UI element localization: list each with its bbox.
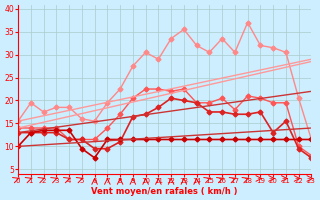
X-axis label: Vent moyen/en rafales ( km/h ): Vent moyen/en rafales ( km/h ) [92, 187, 238, 196]
